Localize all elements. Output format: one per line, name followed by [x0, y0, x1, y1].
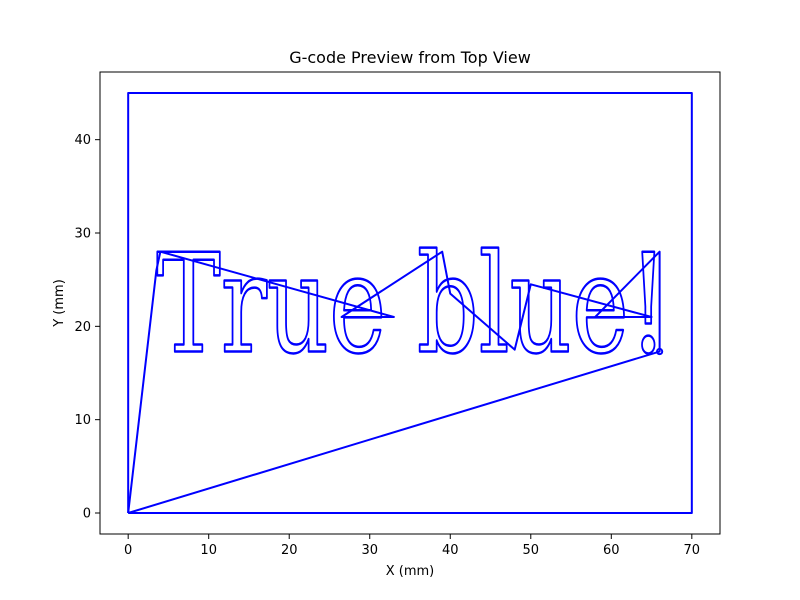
engraved-text: True blue! — [156, 226, 667, 385]
x-tick-label: 0 — [124, 543, 132, 558]
y-tick-label: 30 — [74, 227, 91, 242]
y-tick-label: 40 — [74, 133, 91, 148]
axes-layer: 0 10 20 30 40 50 60 70 0 10 20 30 40 — [74, 71, 721, 558]
x-axis-title: X (mm) — [386, 564, 435, 579]
toolpath-travel-line — [127, 250, 661, 514]
plot-content: True blue! — [127, 92, 693, 514]
x-tick-label: 60 — [603, 543, 620, 558]
x-tick-label: 50 — [523, 543, 540, 558]
chart-title: G-code Preview from Top View — [289, 48, 531, 67]
plot-area: True blue! — [127, 92, 693, 514]
y-tick-label: 20 — [74, 320, 91, 335]
x-tick-label: 70 — [684, 543, 701, 558]
x-tick-label: 30 — [361, 543, 378, 558]
y-axis-title: Y (mm) — [52, 279, 67, 328]
x-tick-label: 20 — [281, 543, 298, 558]
x-tick-label: 10 — [200, 543, 217, 558]
endpoint-marker — [656, 347, 664, 356]
border-line — [127, 92, 693, 514]
axes-frame — [99, 71, 721, 535]
y-tick-label: 0 — [83, 507, 91, 522]
x-tick-label: 40 — [442, 543, 459, 558]
y-tick-label: 10 — [74, 413, 91, 428]
